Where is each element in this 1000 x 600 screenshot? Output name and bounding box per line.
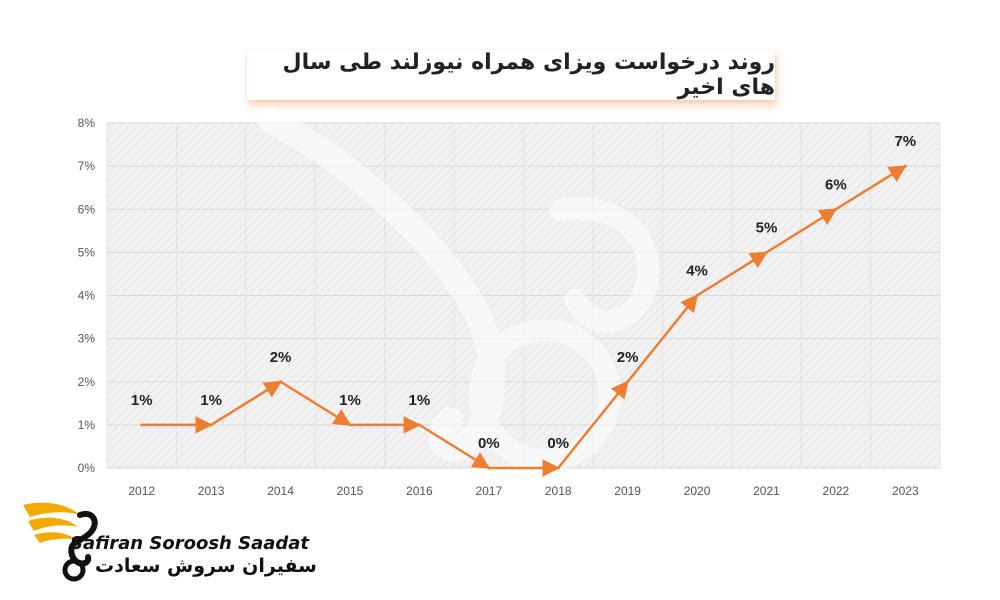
x-axis: 2012 2013 2014 2015 2016 2017 2018 2019 2020 2021… — [128, 484, 919, 498]
series-segment — [765, 208, 838, 254]
series-segment — [418, 423, 491, 470]
data-label: 2% — [270, 349, 292, 366]
x-tick-label: 2022 — [823, 484, 850, 498]
y-tick-label: 7% — [78, 159, 96, 173]
x-tick-label: 2012 — [128, 484, 155, 498]
x-tick-label: 2020 — [684, 484, 711, 498]
y-tick-label: 4% — [78, 289, 96, 303]
y-tick-label: 1% — [78, 418, 96, 432]
data-label: 1% — [131, 392, 153, 409]
data-point — [764, 250, 768, 254]
data-point — [209, 423, 213, 427]
data-label: 2% — [617, 349, 639, 366]
series-segment — [210, 380, 283, 426]
logo-name-persian: سفیران سروش سعادت — [95, 555, 317, 577]
x-tick-label: 2018 — [545, 484, 572, 498]
data-point — [626, 380, 630, 384]
data-point — [348, 423, 352, 427]
x-tick-label: 2021 — [753, 484, 780, 498]
data-label: 1% — [339, 392, 361, 409]
y-tick-label: 6% — [78, 202, 96, 216]
data-label: 4% — [686, 263, 708, 280]
series-segment — [696, 251, 768, 297]
data-label: 6% — [825, 176, 847, 193]
x-tick-label: 2017 — [475, 484, 502, 498]
data-label: 5% — [756, 219, 778, 236]
y-tick-label: 5% — [78, 245, 96, 259]
logo-name-english: Safiran Soroosh Saadat — [70, 533, 310, 554]
chart-title: روند درخواست ویزای همراه نیوزلند طی سال … — [282, 50, 776, 100]
series-segment — [626, 294, 699, 383]
x-tick-label: 2016 — [406, 484, 433, 498]
x-tick-label: 2023 — [892, 484, 919, 498]
y-tick-label: 0% — [78, 461, 96, 475]
series-segment — [279, 380, 352, 426]
data-point — [695, 294, 699, 297]
data-point — [487, 466, 491, 470]
chart-title-box: روند درخواست ویزای همراه نیوزلند طی سال … — [247, 50, 775, 100]
x-tick-label: 2015 — [337, 484, 364, 498]
series-segment — [557, 380, 629, 469]
x-tick-label: 2019 — [614, 484, 641, 498]
x-tick-label: 2013 — [198, 484, 225, 498]
data-label: 0% — [547, 435, 569, 452]
series-segment — [835, 165, 907, 211]
data-label: 7% — [894, 133, 916, 150]
y-tick-label: 2% — [78, 375, 96, 389]
data-point — [834, 207, 838, 211]
data-point — [140, 423, 144, 427]
y-axis: 0% 1% 2% 3% 4% 5% 6% 7% 8% — [78, 116, 96, 475]
data-point — [903, 164, 907, 168]
data-point — [556, 466, 560, 470]
data-label: 0% — [478, 435, 500, 452]
data-labels: 1% 1% 2% 1% 1% 0% 0% 2% 4% 5% 6% 7% — [131, 133, 916, 452]
data-label: 1% — [200, 392, 222, 409]
company-logo — [23, 502, 98, 582]
x-tick-label: 2014 — [267, 484, 294, 498]
data-point — [279, 380, 283, 384]
y-tick-label: 8% — [78, 116, 96, 130]
y-tick-label: 3% — [78, 332, 96, 346]
data-point — [417, 423, 421, 427]
data-label: 1% — [409, 392, 431, 409]
series-line — [140, 164, 907, 477]
